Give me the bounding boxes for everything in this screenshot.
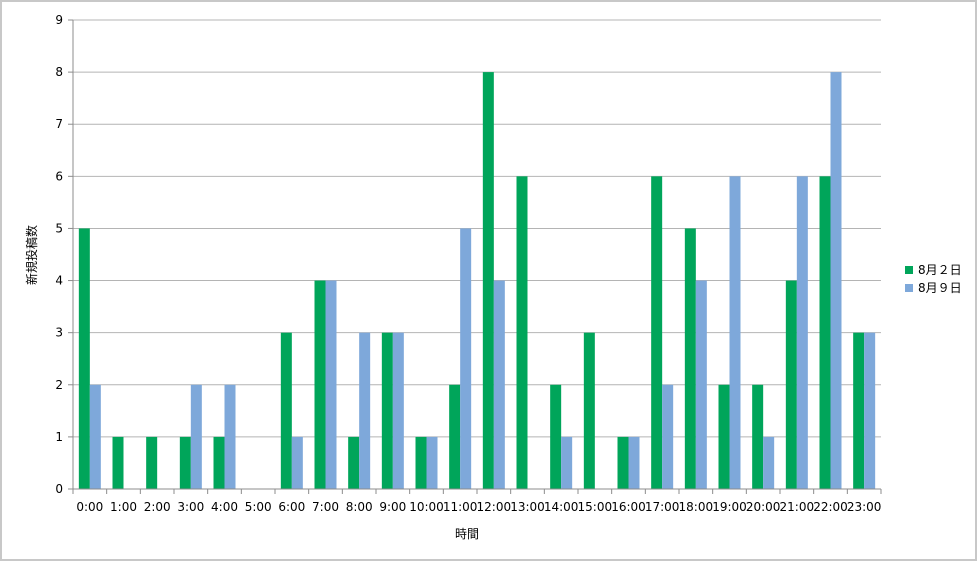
bar-series-1	[112, 436, 124, 489]
x-tick-label: 12:00	[477, 500, 512, 514]
y-tick-label: 3	[55, 326, 63, 340]
bar-series-2	[493, 280, 505, 489]
bar-series-1	[179, 436, 191, 489]
bar-series-2	[190, 384, 202, 489]
bar-series-2	[224, 384, 236, 489]
gridlines	[73, 19, 881, 438]
bar-series-1	[516, 176, 528, 490]
x-tick-label: 15:00	[578, 500, 613, 514]
legend: 8月２日 8月９日	[905, 263, 962, 295]
bar-series-1	[348, 436, 360, 489]
x-axis-title: 時間	[455, 527, 479, 541]
bar-series-2	[763, 436, 775, 489]
y-tick-label: 4	[55, 274, 63, 288]
x-tick-label: 10:00	[409, 500, 444, 514]
bar-series-1	[314, 280, 326, 489]
bar-series-1	[651, 176, 663, 490]
bar-series-1	[785, 280, 797, 489]
x-tick-label: 8:00	[346, 500, 373, 514]
y-tick-labels: 0 1 2 3 4 5 6 7 8 9	[55, 13, 63, 496]
bar-series-1	[482, 72, 494, 489]
x-tick-label: 0:00	[76, 500, 103, 514]
legend-label-series-1: 8月２日	[918, 263, 962, 277]
bar-series-1	[78, 228, 90, 489]
x-tick-labels: 0:00 1:00 2:00 3:00 4:00 5:00 6:00 7:00 8:00 9:00…	[76, 500, 881, 514]
x-tick-label: 9:00	[379, 500, 406, 514]
x-tick-label: 19:00	[712, 500, 747, 514]
bar-series-2	[662, 384, 674, 489]
bar-series-2	[392, 332, 404, 489]
x-tick-label: 23:00	[847, 500, 882, 514]
y-tick-label: 1	[55, 430, 63, 444]
x-tick-label: 17:00	[645, 500, 680, 514]
y-axis-title: 新規投稿数	[24, 225, 39, 285]
bar-series-2	[325, 280, 337, 489]
bar-series-1	[213, 436, 225, 489]
x-tick-label: 3:00	[177, 500, 204, 514]
bar-series-1	[449, 384, 461, 489]
x-tick-label: 13:00	[510, 500, 545, 514]
x-tick-label: 2:00	[144, 500, 171, 514]
legend-swatch-series-2	[905, 284, 913, 292]
bar-series-1	[819, 176, 831, 490]
bar-series-1	[146, 436, 158, 489]
bars	[78, 72, 876, 490]
bar-series-1	[583, 332, 595, 489]
bar-series-2	[89, 384, 101, 489]
bar-series-2	[830, 72, 842, 489]
axes	[68, 19, 882, 494]
x-tick-label: 14:00	[544, 500, 579, 514]
y-tick-label: 9	[55, 13, 63, 27]
y-tick-label: 8	[55, 65, 63, 79]
x-tick-label: 16:00	[611, 500, 646, 514]
bar-series-2	[291, 436, 303, 489]
x-tick-label: 11:00	[443, 500, 478, 514]
x-tick-label: 20:00	[746, 500, 781, 514]
legend-label-series-2: 8月９日	[918, 281, 962, 295]
bar-series-1	[853, 332, 865, 489]
x-tick-label: 18:00	[679, 500, 714, 514]
bar-series-2	[796, 176, 808, 490]
y-tick-label: 5	[55, 221, 63, 235]
bar-series-1	[415, 436, 427, 489]
bar-series-1	[617, 436, 629, 489]
y-tick-label: 6	[55, 169, 63, 183]
bar-series-1	[752, 384, 764, 489]
y-tick-label: 2	[55, 378, 63, 392]
bar-series-1	[280, 332, 292, 489]
bar-series-1	[684, 228, 696, 489]
bar-series-2	[864, 332, 876, 489]
bar-series-2	[628, 436, 640, 489]
x-tick-label: 7:00	[312, 500, 339, 514]
y-tick-label: 7	[55, 117, 63, 131]
legend-swatch-series-1	[905, 266, 913, 274]
bar-series-1	[550, 384, 562, 489]
bar-series-2	[729, 176, 741, 490]
y-tick-label: 0	[55, 482, 63, 496]
bar-series-2	[695, 280, 707, 489]
x-tick-label: 5:00	[245, 500, 272, 514]
x-tick-label: 4:00	[211, 500, 238, 514]
x-tick-label: 22:00	[813, 500, 848, 514]
bar-series-2	[561, 436, 573, 489]
bar-series-2	[359, 332, 371, 489]
x-tick-label: 1:00	[110, 500, 137, 514]
bar-series-2	[426, 436, 438, 489]
bar-series-1	[718, 384, 730, 489]
x-tick-label: 21:00	[780, 500, 815, 514]
x-tick-label: 6:00	[278, 500, 305, 514]
bar-series-2	[460, 228, 472, 489]
bar-series-1	[381, 332, 393, 489]
